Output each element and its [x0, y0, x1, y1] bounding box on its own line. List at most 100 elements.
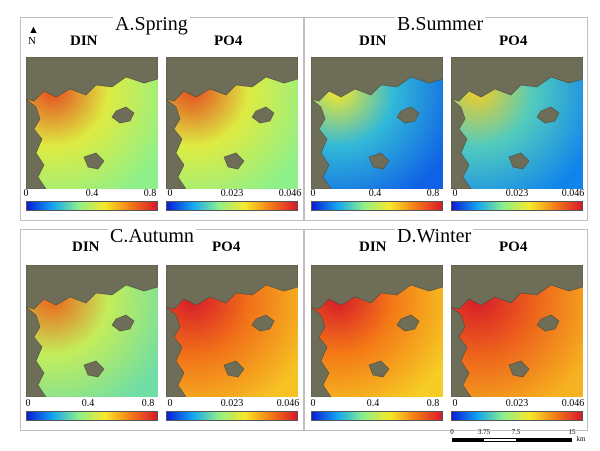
land-area: [508, 152, 530, 170]
land-area: [26, 306, 47, 397]
land-area: [451, 57, 583, 102]
din-tick-mid: 0.4: [368, 188, 382, 199]
din-tick-min: 0: [25, 398, 31, 409]
din-colorbar: [311, 201, 443, 211]
scale-unit: km: [576, 435, 586, 443]
po4-label: PO4: [499, 33, 528, 49]
panel-title: A.Spring: [113, 13, 190, 35]
po4-label: PO4: [499, 239, 528, 255]
po4-colorbar: [166, 411, 298, 421]
land-area: [26, 265, 158, 310]
map-canvas: [166, 57, 298, 189]
land-area: [111, 106, 135, 124]
land-area: [83, 152, 105, 170]
land-area: [396, 314, 420, 332]
po4-tick-min: 0: [167, 188, 173, 199]
panel-title: D.Winter: [395, 225, 474, 247]
po4-label: PO4: [214, 33, 243, 49]
din-label: DIN: [72, 239, 100, 255]
land-area: [451, 306, 472, 397]
panel-title: B.Summer: [395, 13, 486, 35]
din-label: DIN: [70, 33, 98, 49]
po4-tick-min: 0: [452, 398, 458, 409]
land-area: [26, 57, 158, 102]
po4-colorbar: [451, 201, 583, 211]
land-area: [508, 360, 530, 378]
land-area: [223, 152, 245, 170]
din-tick-min: 0: [310, 188, 316, 199]
po4-tick-max: 0.046: [561, 188, 585, 199]
din-tick-min: 0: [23, 188, 29, 199]
din-tick-min: 0: [310, 398, 316, 409]
land-area: [166, 57, 298, 102]
land-area: [251, 314, 275, 332]
scale-tick-3: 15: [568, 428, 576, 436]
land-area: [311, 57, 443, 102]
map-canvas: [26, 57, 158, 189]
din-tick-mid: 0.4: [366, 398, 380, 409]
land-area: [368, 360, 390, 378]
po4-map[interactable]: [166, 265, 298, 397]
land-area: [536, 106, 560, 124]
map-canvas: [451, 265, 583, 397]
po4-tick-mid: 0.023: [505, 188, 529, 199]
po4-map[interactable]: [451, 57, 583, 189]
map-canvas: [311, 57, 443, 189]
po4-tick-mid: 0.023: [505, 398, 529, 409]
map-canvas: [451, 57, 583, 189]
north-arrow-icon: ▲ N: [28, 24, 39, 47]
din-tick-max: 0.8: [426, 188, 440, 199]
din-map[interactable]: [26, 57, 158, 189]
land-area: [451, 265, 583, 310]
po4-map[interactable]: [451, 265, 583, 397]
land-area: [83, 360, 105, 378]
map-canvas: [311, 265, 443, 397]
scale-bar-segment: [516, 438, 572, 442]
din-tick-max: 0.8: [143, 188, 157, 199]
po4-map[interactable]: [166, 57, 298, 189]
din-label: DIN: [359, 33, 387, 49]
po4-colorbar: [451, 411, 583, 421]
din-tick-max: 0.8: [426, 398, 440, 409]
din-colorbar: [311, 411, 443, 421]
scale-tick-1: 3.75: [477, 428, 491, 436]
land-area: [166, 98, 187, 189]
land-area: [536, 314, 560, 332]
land-area: [396, 106, 420, 124]
land-area: [111, 314, 135, 332]
din-tick-mid: 0.4: [85, 188, 99, 199]
land-area: [451, 98, 472, 189]
din-map[interactable]: [26, 265, 158, 397]
din-map[interactable]: [311, 57, 443, 189]
po4-colorbar: [166, 201, 298, 211]
scale-bar: 0 3.75 7.5 15 km: [448, 428, 588, 450]
scale-tick-0: 0: [450, 428, 454, 436]
land-area: [251, 106, 275, 124]
land-area: [311, 98, 332, 189]
land-area: [26, 98, 47, 189]
map-canvas: [26, 265, 158, 397]
po4-tick-min: 0: [167, 398, 173, 409]
po4-tick-max: 0.046: [561, 398, 585, 409]
po4-label: PO4: [212, 239, 241, 255]
po4-tick-max: 0.046: [276, 398, 300, 409]
land-area: [311, 306, 332, 397]
scale-bar-segment: [452, 438, 484, 442]
din-tick-max: 0.8: [141, 398, 155, 409]
land-area: [311, 265, 443, 310]
din-map[interactable]: [311, 265, 443, 397]
po4-tick-mid: 0.023: [220, 398, 244, 409]
din-colorbar: [26, 201, 158, 211]
po4-tick-max: 0.046: [278, 188, 302, 199]
land-area: [368, 152, 390, 170]
din-colorbar: [26, 411, 158, 421]
panel-title: C.Autumn: [108, 225, 196, 247]
map-canvas: [166, 265, 298, 397]
land-area: [223, 360, 245, 378]
po4-tick-min: 0: [452, 188, 458, 199]
scale-tick-2: 7.5: [511, 428, 521, 436]
land-area: [166, 306, 187, 397]
din-label: DIN: [359, 239, 387, 255]
land-area: [166, 265, 298, 310]
scale-bar-segment: [484, 438, 516, 442]
